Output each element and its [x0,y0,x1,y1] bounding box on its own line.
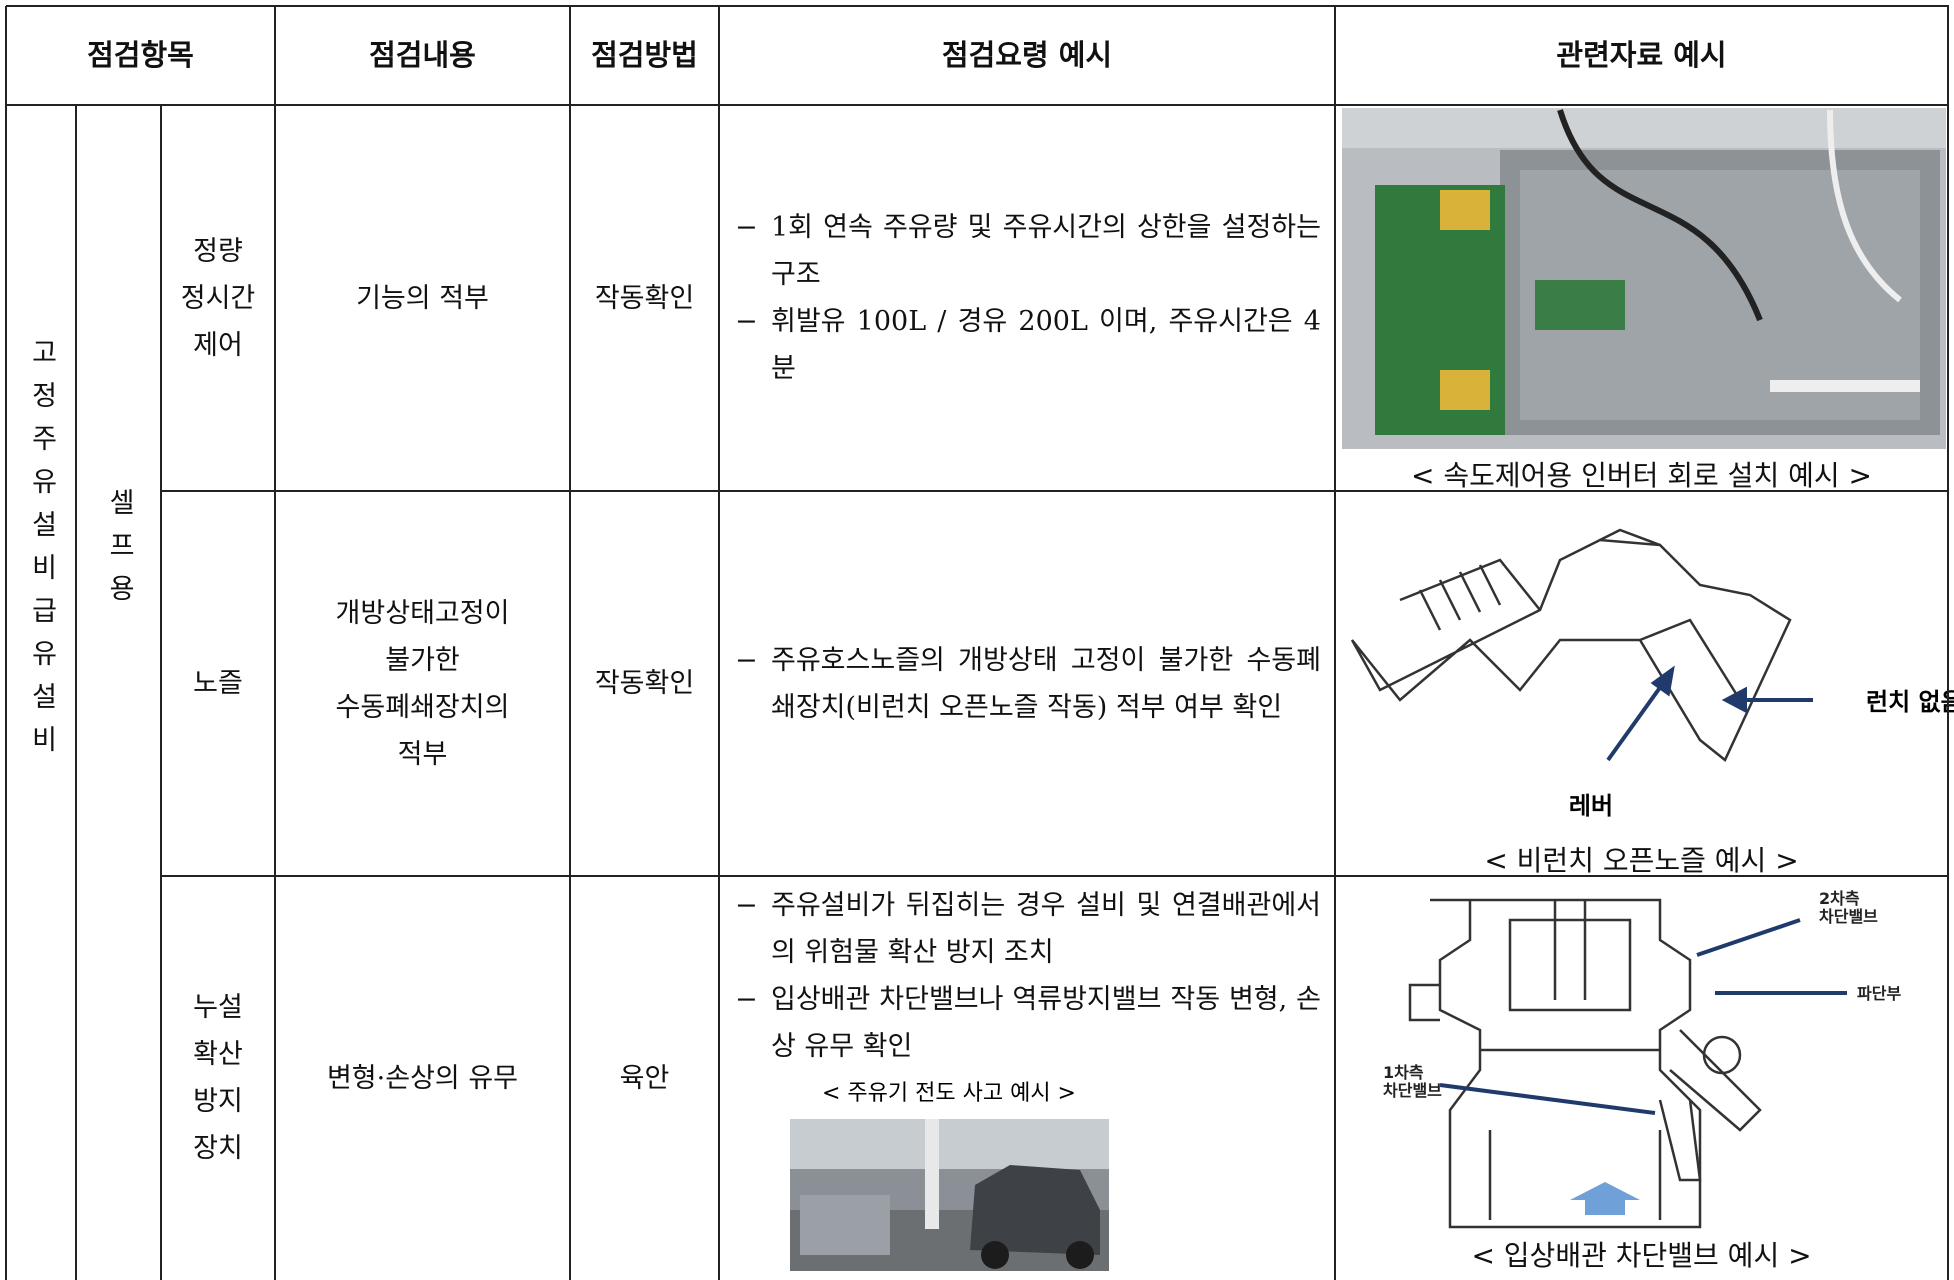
category: 고정주유설비급유설비 [26,337,57,768]
reference-caption: < 입상배관 차단밸브 예시 > [1471,1239,1812,1272]
column-header: 점검요령 예시 [941,38,1113,72]
nozzle-arrows [1606,665,1813,762]
subcategory-cell: 셀프용 [76,105,161,1000]
bullet-marker: − [735,306,758,337]
guide-text: 입상배관 차단밸브나 역류방지밸브 작동 변형, 손상 유무 확인 [771,984,1321,1062]
flow-arrow [1570,1182,1640,1200]
valve-drawing [1408,898,1762,1229]
accident-photo [790,1119,1109,1271]
bullet-marker: − [735,212,758,243]
bullet-marker: − [735,984,758,1015]
annotation: 런치 없음 [1866,688,1954,716]
content: 개방상태고정이 [335,597,510,629]
item: 장치 [193,1133,243,1164]
guide-text: 주유호스노즐의 개방상태 고정이 불가한 수동폐쇄장치(비런치 오픈노즐 작동)… [771,644,1321,723]
annotation: 파단부 [1857,984,1901,1003]
table-border [6,104,1949,106]
guide-cell: − 주유설비가 뒤집히는 경우 설비 및 연결배관에서의 위험물 확산 방지 조치… [719,876,1335,1280]
table-border [718,6,720,1280]
content: 불가한 [385,644,460,676]
table-border [161,490,1949,492]
reference-caption: < 속도제어용 인버터 회로 설치 예시 > [1411,459,1872,492]
annotation: 차단밸브 [1383,1081,1442,1100]
item: 정시간 [180,282,256,314]
nozzle-drawing [1350,528,1792,762]
photo-caption: < 주유기 전도 사고 예시 > [822,1081,1076,1106]
annotation: 차단밸브 [1819,907,1878,926]
category-cell: 고정주유설비급유설비 [6,105,76,1000]
item: 누설 [193,992,243,1023]
table-border [161,875,1949,877]
subcategory: 셀프용 [103,488,135,617]
guide-bullet: − 주유설비가 뒤집히는 경우 설비 및 연결배관에서의 위험물 확산 방지 조치 [735,882,1321,976]
annotation: 1차측 [1383,1063,1424,1082]
item: 확산 [193,1039,243,1070]
item: 정량 [193,235,243,267]
content: 수동폐쇄장치의 [335,691,510,723]
guide-text: 휘발유 100L / 경유 200L 이며, 주유시간은 4분 [771,306,1321,384]
content: 기능의 적부 [356,282,489,314]
guide-cell: − 주유호스노즐의 개방상태 고정이 불가한 수동폐쇄장치(비런치 오픈노즐 작동… [719,491,1335,876]
column-header: 점검내용 [369,38,476,72]
guide-cell: −1회 연속 주유량 및 주유시간의 상한을 설정하는 구조 − 휘발유 100L … [719,105,1335,491]
method: 육안 [619,1062,670,1094]
column-header: 점검항목 [87,38,194,72]
reference-caption: < 비런치 오픈노즐 예시 > [1484,844,1799,877]
annotation: 레버 [1569,792,1613,820]
guide-bullet: − 입상배관 차단밸브나 역류방지밸브 작동 변형, 손상 유무 확인 [735,976,1321,1070]
guide-text: 주유설비가 뒤집히는 경우 설비 및 연결배관에서의 위험물 확산 방지 조치 [771,890,1321,968]
guide-bullet: − 주유호스노즐의 개방상태 고정이 불가한 수동폐쇄장치(비런치 오픈노즐 작동… [735,637,1321,731]
table-border [75,105,77,1280]
column-header: 관련자료 예시 [1556,38,1727,72]
table-border [569,6,571,1280]
item: 방지 [193,1086,243,1117]
item-cell: 노즐 [161,491,275,876]
method: 작동확인 [594,668,695,699]
method: 작동확인 [594,282,695,314]
table-border [6,5,1949,7]
guide-text: 1회 연속 주유량 및 주유시간의 상한을 설정하는 구조 [771,212,1321,290]
bullet-marker: − [735,644,758,676]
table-border [5,6,7,1280]
table-border [274,6,276,1280]
content: 적부 [397,738,448,770]
inverter-photo [1342,108,1946,449]
table-border [160,105,162,1280]
item: 제어 [193,329,243,361]
guide-bullet: − 휘발유 100L / 경유 200L 이며, 주유시간은 4분 [735,298,1321,392]
guide-bullet: −1회 연속 주유량 및 주유시간의 상한을 설정하는 구조 [735,204,1321,298]
annotation: 2차측 [1819,889,1860,908]
table-border [1947,6,1949,1280]
column-header: 점검방법 [591,38,698,72]
bullet-marker: − [735,890,758,921]
content-cell: 변형·손상의 유무 [275,876,570,1280]
content-cell: 기능의 적부 [275,105,570,491]
table-border [1334,6,1336,1280]
item: 노즐 [193,668,243,699]
content: 변형·손상의 유무 [326,1062,519,1094]
valve-arrows [1439,918,1847,1115]
